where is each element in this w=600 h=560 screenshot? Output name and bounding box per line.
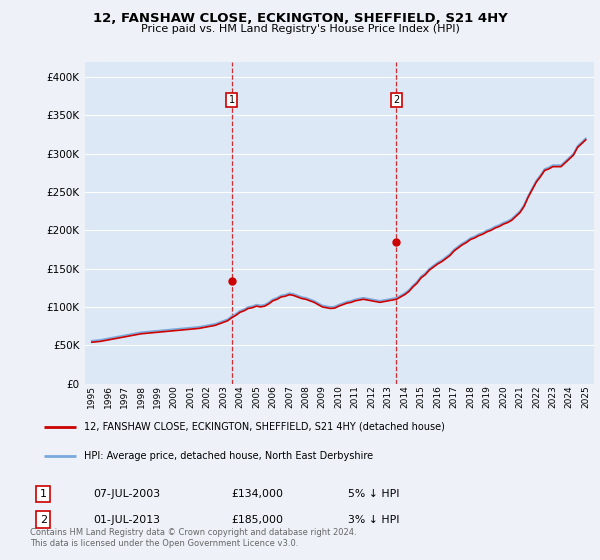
Text: 2: 2 <box>40 515 47 525</box>
Text: 07-JUL-2003: 07-JUL-2003 <box>93 489 160 499</box>
Text: 2: 2 <box>393 95 400 105</box>
Text: HPI: Average price, detached house, North East Derbyshire: HPI: Average price, detached house, Nort… <box>85 451 374 461</box>
Text: £185,000: £185,000 <box>231 515 283 525</box>
Text: 1: 1 <box>40 489 47 499</box>
Text: £134,000: £134,000 <box>231 489 283 499</box>
Text: 1: 1 <box>229 95 235 105</box>
Text: 12, FANSHAW CLOSE, ECKINGTON, SHEFFIELD, S21 4HY (detached house): 12, FANSHAW CLOSE, ECKINGTON, SHEFFIELD,… <box>85 422 445 432</box>
Text: 01-JUL-2013: 01-JUL-2013 <box>93 515 160 525</box>
Text: 5% ↓ HPI: 5% ↓ HPI <box>348 489 400 499</box>
Text: Price paid vs. HM Land Registry's House Price Index (HPI): Price paid vs. HM Land Registry's House … <box>140 24 460 34</box>
Text: 12, FANSHAW CLOSE, ECKINGTON, SHEFFIELD, S21 4HY: 12, FANSHAW CLOSE, ECKINGTON, SHEFFIELD,… <box>92 12 508 25</box>
Text: 3% ↓ HPI: 3% ↓ HPI <box>348 515 400 525</box>
Text: Contains HM Land Registry data © Crown copyright and database right 2024.
This d: Contains HM Land Registry data © Crown c… <box>30 528 356 548</box>
